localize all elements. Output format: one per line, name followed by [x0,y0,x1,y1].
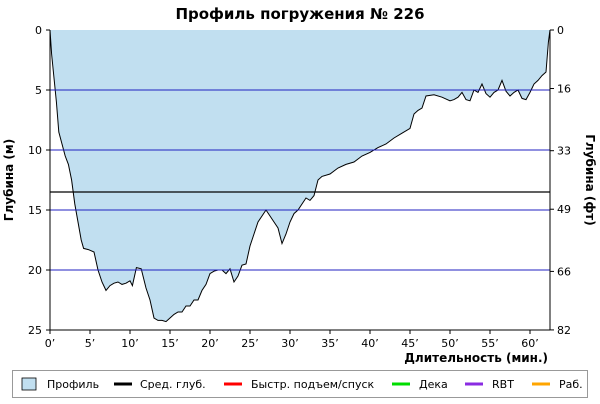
y-tick-label-left: 15 [28,204,42,217]
legend-swatch [21,377,37,391]
legend-label: Сред. глуб. [140,378,206,391]
y-tick-label-left: 0 [35,24,42,37]
x-tick-label: 55’ [481,337,499,350]
y-tick-label-left: 20 [28,264,42,277]
y-tick-label-right: 66 [557,265,571,278]
x-tick-label: 60’ [521,337,539,350]
x-tick-label: 15’ [161,337,179,350]
legend-box [12,370,588,398]
legend-label: Раб. [559,378,583,391]
legend-label: Дека [419,378,448,391]
x-tick-label: 5’ [85,337,96,350]
y-tick-label-right: 0 [557,24,564,37]
x-axis-label: Длительность (мин.) [404,351,548,365]
profile-area [50,30,550,322]
x-tick-label: 0’ [45,337,56,350]
x-tick-label: 20’ [201,337,219,350]
y-tick-label-right: 16 [557,83,571,96]
x-tick-label: 50’ [441,337,459,350]
legend: Профиль Сред. глуб. Быстр. подъем/спуск Дек… [12,370,588,398]
legend-label: Быстр. подъем/спуск [251,378,375,391]
legend-label: RBT [492,378,514,391]
y-axis-label-left: Глубина (м) [2,139,16,221]
x-tick-label: 10’ [121,337,139,350]
y-tick-label-left: 5 [35,84,42,97]
legend-label: Профиль [47,378,99,391]
y-tick-label-right: 82 [557,324,571,337]
x-tick-label: 40’ [361,337,379,350]
profile-line [49,29,551,323]
x-tick-label: 45’ [401,337,419,350]
y-tick-label-right: 33 [557,145,571,158]
y-tick-label-left: 10 [28,144,42,157]
y-tick-label-right: 49 [557,203,571,216]
x-tick-label: 25’ [241,337,259,350]
chart-title: Профиль погружения № 226 [175,5,424,23]
y-axis-label-right: Глубина (фт) [583,134,597,225]
x-tick-label: 30’ [281,337,299,350]
y-tick-label-left: 25 [28,324,42,337]
x-tick-label: 35’ [321,337,339,350]
